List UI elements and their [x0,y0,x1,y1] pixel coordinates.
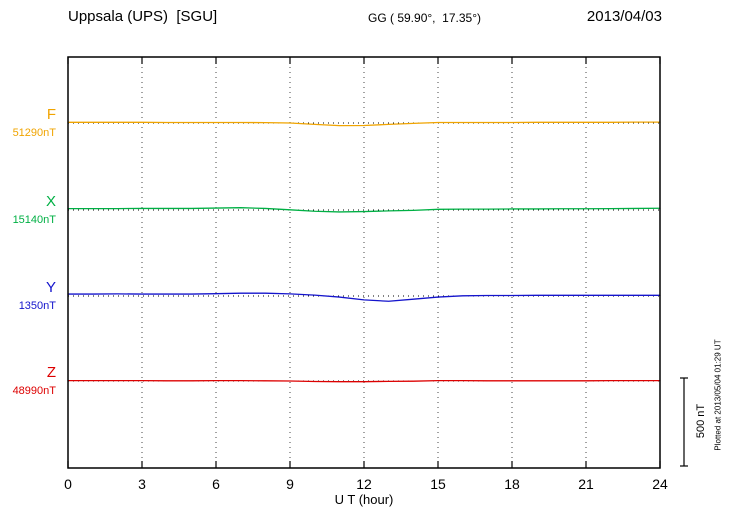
series-baseline-z: 48990nT [12,385,56,397]
series-baseline-f: 51290nT [12,127,56,139]
series-label-x: X [45,193,56,210]
x-tick-label: 6 [212,476,220,492]
series-label-f: F [46,106,56,123]
plot-border [67,56,661,469]
series-baseline-x: 15140nT [12,214,56,226]
x-tick-label: 3 [138,476,146,492]
series-label-z: Z [46,364,56,381]
series-baseline-y: 1350nT [18,300,56,312]
series-label-y: Y [45,279,56,296]
x-tick-label: 21 [578,476,594,492]
trace-f [67,121,661,127]
x-tick-label: 9 [286,476,294,492]
plot-date: 2013/04/03 [586,8,662,25]
station-title: Uppsala (UPS) [SGU] [68,8,218,25]
x-tick-label: 24 [652,476,668,492]
x-tick-label: 0 [64,476,72,492]
plotted-at-note: Plotted at 2013/05/04 01:29 UT [713,339,723,451]
x-tick-label: 12 [356,476,372,492]
trace-x [67,207,661,213]
trace-y [67,292,661,302]
geographic-coordinates: GG ( 59.90°, 17.35°) [368,11,481,25]
trace-z [67,379,661,383]
x-tick-label: 18 [504,476,520,492]
scale-bar-label: 500 nT [695,403,707,439]
x-tick-label: 15 [430,476,446,492]
x-axis-label: U T (hour) [334,492,394,507]
